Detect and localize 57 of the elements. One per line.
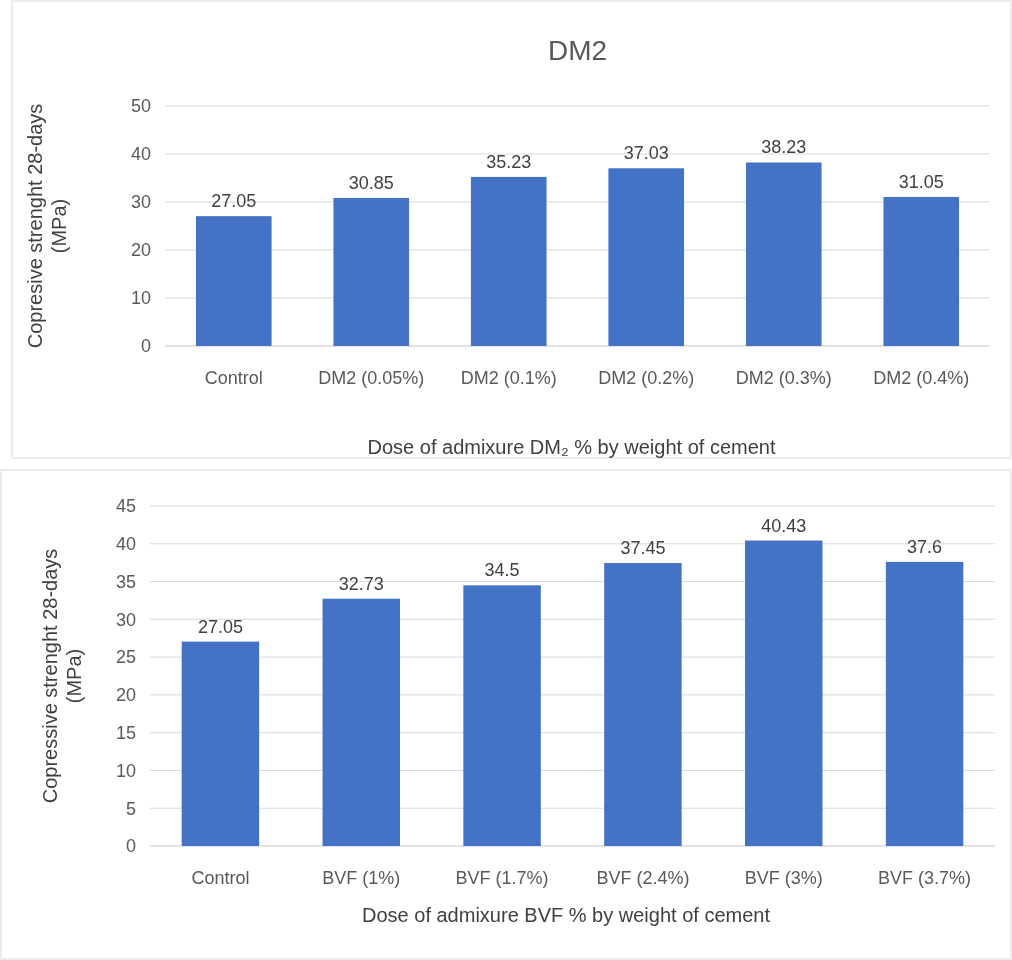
y-tick-label: 35 bbox=[115, 571, 136, 592]
y-tick-label: 30 bbox=[130, 192, 151, 213]
x-tick-label: DM2 (0.4%) bbox=[873, 368, 970, 388]
x-tick-label: Control bbox=[191, 868, 250, 888]
y-tick-label: 45 bbox=[115, 496, 136, 517]
x-tick-label: BVF (3.7%) bbox=[878, 868, 972, 888]
bar bbox=[883, 196, 960, 346]
x-tick-label: DM2 (0.3%) bbox=[735, 368, 832, 388]
bar bbox=[181, 641, 260, 846]
x-tick-label: BVF (1.7%) bbox=[455, 868, 549, 888]
data-label: 27.05 bbox=[197, 616, 243, 637]
data-label: 37.6 bbox=[907, 536, 943, 557]
x-tick-label: DM2 (0.2%) bbox=[598, 368, 695, 388]
y-tick-label: 20 bbox=[115, 685, 136, 706]
bar bbox=[333, 197, 410, 346]
bar bbox=[745, 540, 823, 846]
data-label: 35.23 bbox=[486, 151, 532, 172]
y-tick-label: 10 bbox=[130, 288, 151, 309]
x-tick-label: Control bbox=[204, 368, 263, 388]
x-axis-title: Dose of admixure BVF % by weight of cement bbox=[362, 904, 771, 926]
x-tick-label: BVF (1%) bbox=[322, 868, 401, 888]
y-tick-label: 10 bbox=[115, 760, 136, 781]
y-tick-label: 0 bbox=[140, 336, 151, 357]
x-tick-label: BVF (3%) bbox=[744, 868, 823, 888]
bar bbox=[463, 585, 541, 846]
bar bbox=[470, 176, 547, 346]
bar bbox=[604, 563, 682, 846]
y-tick-label: 25 bbox=[115, 647, 136, 668]
y-axis-title: Copresive strenght 28-days (MPa) bbox=[24, 103, 70, 349]
data-label: 34.5 bbox=[484, 560, 520, 581]
y-tick-label: 40 bbox=[115, 534, 136, 555]
y-axis-title: Copressive strenght 28-days (MPa) bbox=[39, 548, 85, 804]
bar bbox=[322, 598, 400, 846]
x-tick-label: DM2 (0.1%) bbox=[460, 368, 557, 388]
y-tick-label: 50 bbox=[130, 96, 151, 117]
bar bbox=[885, 561, 964, 846]
x-tick-label: BVF (2.4%) bbox=[596, 868, 690, 888]
y-tick-label: 15 bbox=[115, 722, 136, 743]
y-tick-label: 5 bbox=[125, 798, 136, 819]
bar bbox=[195, 216, 272, 346]
data-label: 27.05 bbox=[211, 191, 257, 212]
x-tick-label: DM2 (0.05%) bbox=[318, 368, 425, 388]
y-tick-label: 40 bbox=[130, 144, 151, 165]
data-label: 31.05 bbox=[898, 171, 944, 192]
data-label: 32.73 bbox=[338, 573, 384, 594]
data-label: 40.43 bbox=[761, 515, 807, 536]
chart-title: DM2 bbox=[547, 35, 608, 66]
bar bbox=[608, 168, 685, 346]
data-label: 37.45 bbox=[620, 538, 666, 559]
x-axis-title: Dose of admixure DM₂ % by weight of cement bbox=[367, 436, 776, 458]
data-label: 37.03 bbox=[623, 143, 669, 164]
bar bbox=[745, 162, 822, 346]
data-label: 38.23 bbox=[761, 137, 807, 158]
y-tick-label: 0 bbox=[125, 836, 136, 857]
y-tick-label: 20 bbox=[130, 240, 151, 261]
data-label: 30.85 bbox=[348, 172, 394, 193]
y-tick-label: 30 bbox=[115, 609, 136, 630]
